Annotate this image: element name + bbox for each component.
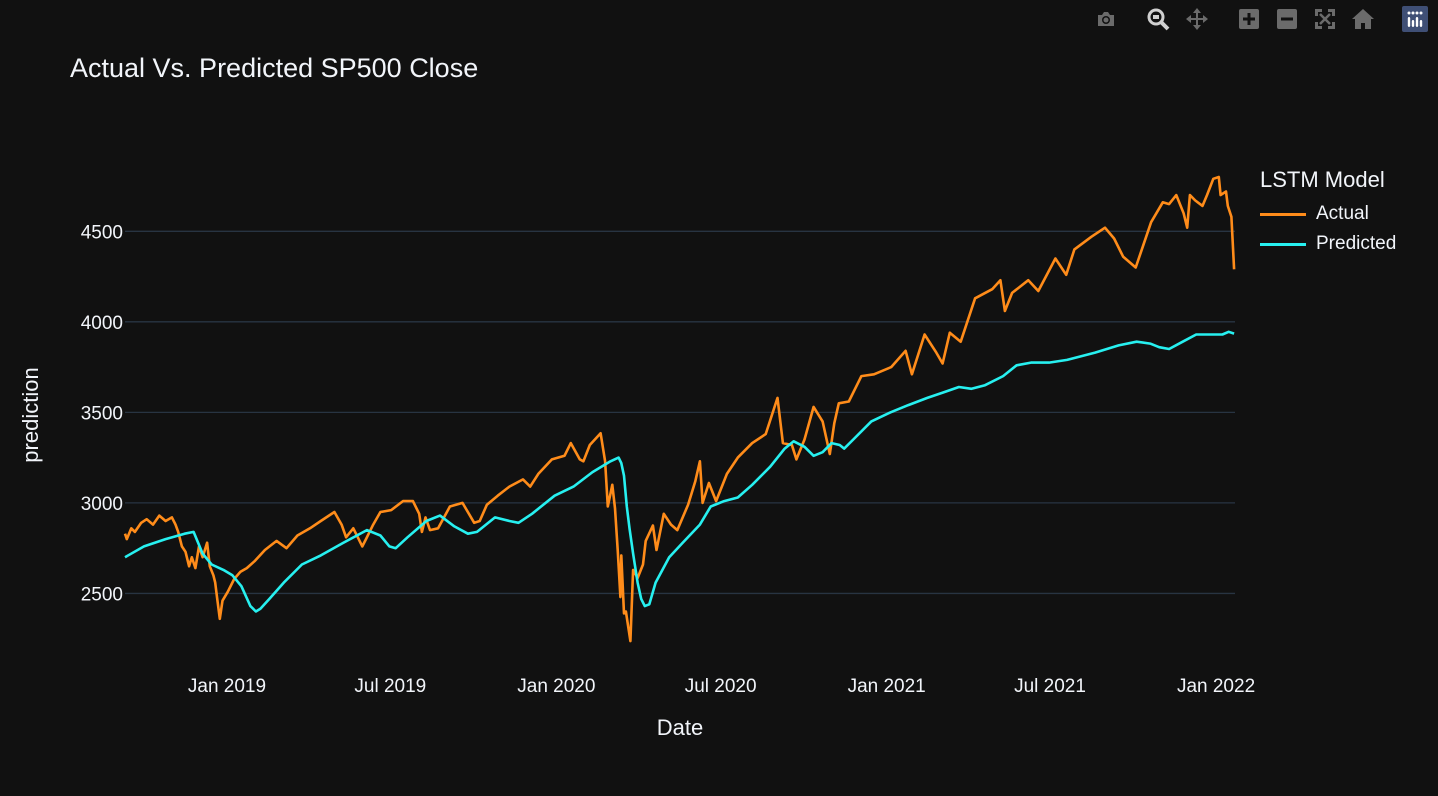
- series-line-actual[interactable]: [123, 175, 1236, 643]
- zoom-out-icon[interactable]: [1274, 6, 1300, 32]
- legend-item-actual[interactable]: Actual: [1260, 199, 1396, 229]
- series-lines: [123, 175, 1236, 643]
- series-line-predicted[interactable]: [124, 330, 1235, 613]
- zoom-in-icon[interactable]: [1236, 6, 1262, 32]
- home-icon[interactable]: [1350, 6, 1376, 32]
- y-tick-label: 2500: [81, 584, 123, 605]
- modebar: [1090, 6, 1435, 34]
- y-tick-label: 3500: [81, 403, 123, 424]
- y-tick-label: 4500: [81, 222, 123, 243]
- pan-icon[interactable]: [1184, 6, 1210, 32]
- legend-swatch-actual: [1260, 212, 1306, 216]
- plotly-logo-icon[interactable]: [1402, 6, 1428, 32]
- legend: LSTM Model Actual Predicted: [1260, 167, 1396, 259]
- legend-label-predicted: Predicted: [1316, 233, 1397, 254]
- x-axis-label: Date: [657, 715, 703, 740]
- x-tick-label: Jan 2019: [188, 676, 266, 697]
- gridlines: [125, 230, 1235, 595]
- zoom-icon[interactable]: [1145, 6, 1171, 32]
- x-tick-label: Jan 2022: [1177, 676, 1255, 697]
- camera-icon[interactable]: [1093, 6, 1119, 32]
- x-tick-label: Jul 2019: [354, 676, 426, 697]
- chart-title: Actual Vs. Predicted SP500 Close: [70, 53, 479, 83]
- x-tick-label: Jan 2020: [517, 676, 595, 697]
- legend-title: LSTM Model: [1260, 167, 1385, 192]
- legend-item-predicted[interactable]: Predicted: [1260, 229, 1396, 259]
- y-axis-label: prediction: [18, 367, 43, 462]
- legend-swatch-predicted: [1260, 242, 1306, 246]
- x-tick-label: Jan 2021: [848, 676, 926, 697]
- y-axis-ticks: 2500 3000 3500 4000 4500: [81, 222, 123, 605]
- x-tick-label: Jul 2020: [685, 676, 757, 697]
- x-axis-ticks: Jan 2019 Jul 2019 Jan 2020 Jul 2020 Jan 2021…: [188, 676, 1255, 697]
- autoscale-icon[interactable]: [1312, 6, 1338, 32]
- y-tick-label: 3000: [81, 494, 123, 515]
- y-tick-label: 4000: [81, 313, 123, 334]
- x-tick-label: Jul 2021: [1014, 676, 1086, 697]
- legend-label-actual: Actual: [1316, 203, 1369, 224]
